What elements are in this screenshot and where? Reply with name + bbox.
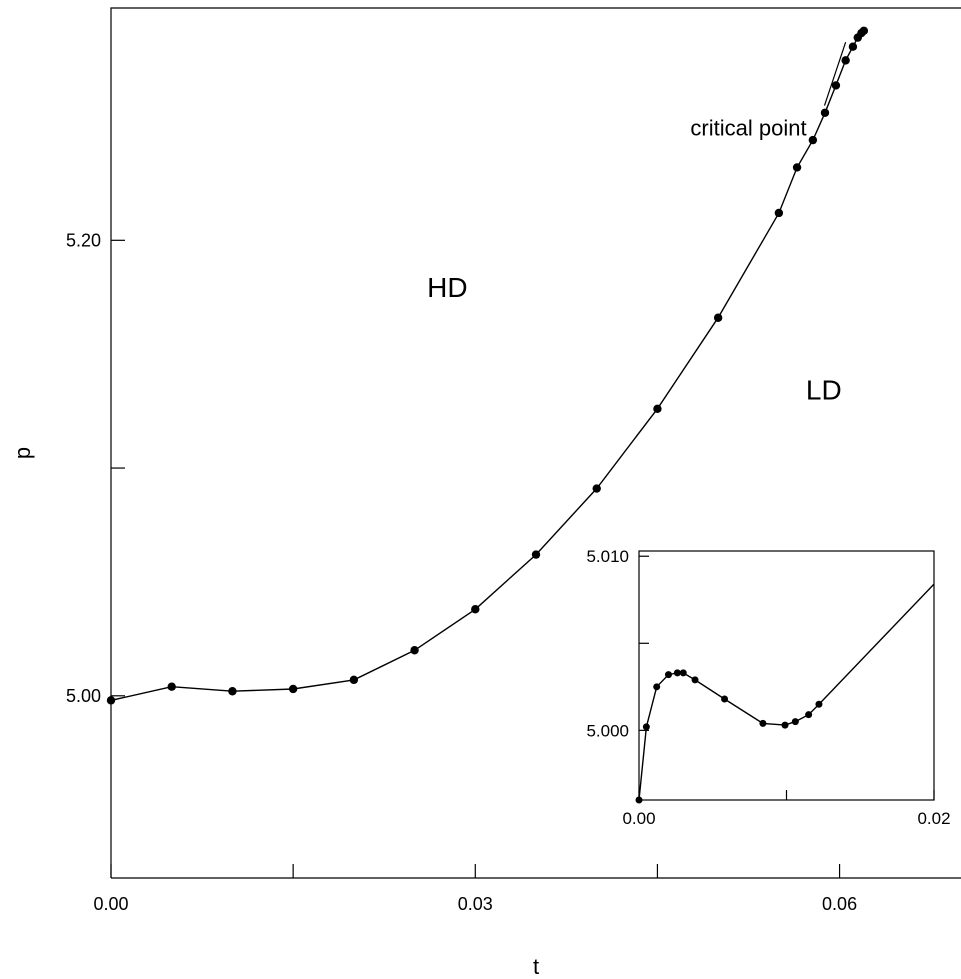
- main-data-point: [228, 687, 237, 696]
- inset-data-point: [791, 718, 799, 726]
- inset-y-tick-label: 5.010: [586, 547, 629, 566]
- main-y-axis-title: p: [10, 447, 35, 459]
- region-label-hd: HD: [427, 272, 467, 303]
- inset-data-point: [635, 796, 643, 804]
- main-y-tick-label: 5.00: [66, 686, 101, 706]
- main-data-point: [808, 135, 818, 145]
- inset-data-point: [721, 695, 729, 703]
- main-data-point: [848, 42, 858, 51]
- main-data-point: [774, 208, 784, 218]
- main-x-tick-label: 0.03: [458, 894, 493, 914]
- main-plot-frame: [110, 7, 961, 878]
- inset-data-point: [642, 723, 650, 731]
- main-data-point: [820, 108, 830, 117]
- main-data-point: [713, 313, 723, 322]
- main-data-point: [167, 682, 176, 691]
- inset-y-tick-label: 5.000: [586, 721, 629, 740]
- inset-data-point: [815, 700, 823, 708]
- inset-data-point: [759, 719, 767, 727]
- main-data-point: [859, 26, 869, 35]
- main-data-point: [653, 404, 662, 414]
- main-x-axis-title: t: [533, 954, 539, 979]
- main-data-point: [531, 550, 541, 559]
- inset-data-point: [805, 711, 813, 719]
- inset-data-point: [691, 676, 699, 684]
- critical-point-label: critical point: [690, 116, 806, 141]
- inset-data-point: [679, 669, 687, 677]
- inset-data-point: [653, 683, 661, 691]
- main-data-point: [410, 646, 419, 655]
- main-data-point: [841, 56, 850, 65]
- main-x-tick-label: 0.00: [93, 894, 128, 914]
- main-data-point: [288, 684, 298, 694]
- critical-point-pointer-line: [823, 41, 847, 106]
- main-data-point: [792, 163, 802, 172]
- main-x-tick-label: 0.06: [822, 894, 857, 914]
- inset-data-point: [665, 671, 672, 679]
- inset-data-point: [673, 669, 681, 677]
- main-data-point: [831, 81, 841, 90]
- main-data-point: [106, 696, 116, 705]
- inset-data-point: [781, 721, 789, 729]
- main-data-point: [471, 605, 480, 614]
- main-y-tick-label: 5.20: [66, 230, 101, 250]
- inset-x-tick-label: 0.00: [622, 809, 655, 828]
- main-data-point: [349, 675, 359, 685]
- inset-x-tick-label: 0.02: [917, 809, 950, 828]
- main-data-point: [592, 484, 601, 493]
- region-label-ld: LD: [806, 375, 842, 406]
